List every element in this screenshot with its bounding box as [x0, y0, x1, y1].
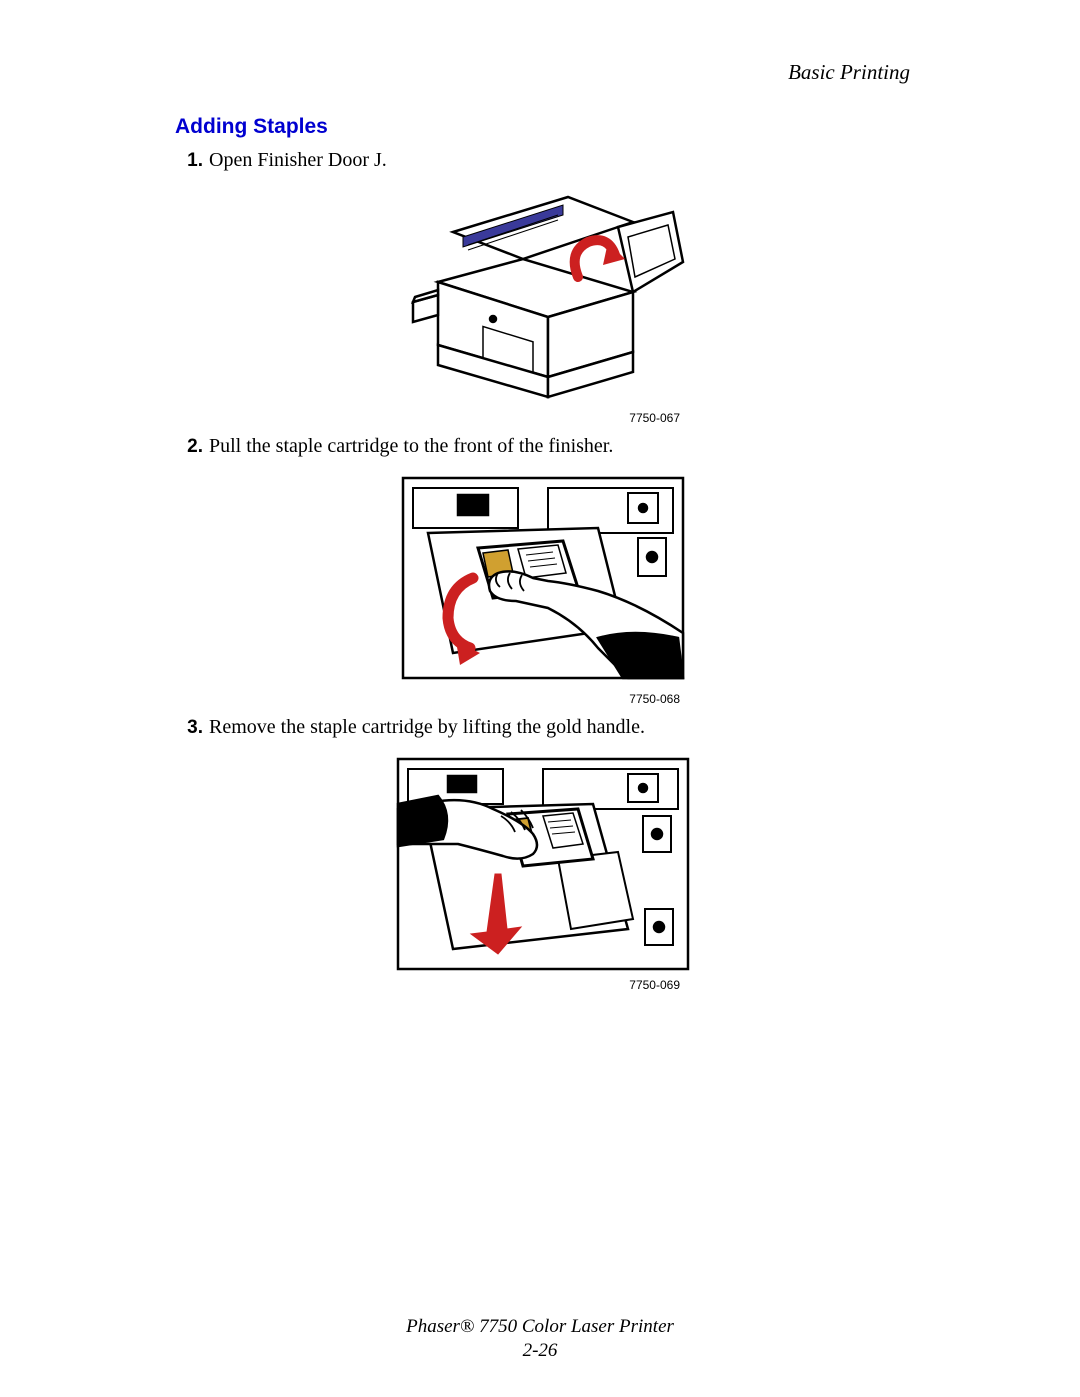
page-header: Basic Printing [175, 60, 910, 85]
cartridge-pull-illustration [398, 473, 688, 688]
step-number: 2. [175, 436, 203, 458]
figure-caption: 7750-068 [175, 692, 680, 706]
printer-illustration [393, 187, 693, 407]
figure-3: 7750-069 [175, 754, 910, 992]
cartridge-lift-illustration [393, 754, 693, 974]
figure-caption: 7750-069 [175, 978, 680, 992]
step-1: 1. Open Finisher Door J. [175, 149, 910, 425]
step-text: Open Finisher Door J. [209, 149, 387, 172]
step-row: 2. Pull the staple cartridge to the fron… [175, 435, 910, 458]
action-arrow-icon [574, 240, 624, 277]
step-number: 3. [175, 717, 203, 739]
step-number: 1. [175, 150, 203, 172]
figure-caption: 7750-067 [175, 411, 680, 425]
step-3: 3. Remove the staple cartridge by liftin… [175, 716, 910, 992]
figure-1: 7750-067 [175, 187, 910, 425]
page-heading: Adding Staples [175, 115, 910, 139]
footer-product: Phaser® 7750 Color Laser Printer [0, 1316, 1080, 1338]
step-row: 3. Remove the staple cartridge by liftin… [175, 716, 910, 739]
figure-2: 7750-068 [175, 473, 910, 706]
step-2: 2. Pull the staple cartridge to the fron… [175, 435, 910, 706]
footer-page-number: 2-26 [0, 1340, 1080, 1362]
step-text: Pull the staple cartridge to the front o… [209, 435, 613, 458]
step-text: Remove the staple cartridge by lifting t… [209, 716, 645, 739]
step-row: 1. Open Finisher Door J. [175, 149, 910, 172]
section-title: Basic Printing [788, 60, 910, 84]
page-footer: Phaser® 7750 Color Laser Printer 2-26 [0, 1316, 1080, 1362]
